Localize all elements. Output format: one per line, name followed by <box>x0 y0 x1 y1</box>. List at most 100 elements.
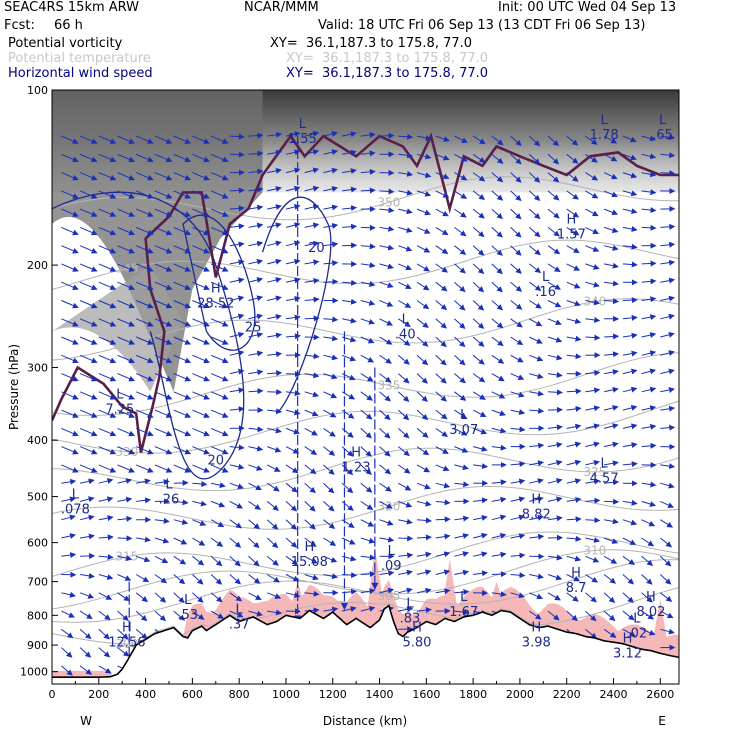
wind-vector <box>61 464 79 473</box>
wind-vector <box>472 281 485 293</box>
y-tick-label: 200 <box>27 259 48 272</box>
wind-vector <box>360 409 373 420</box>
wind-vector <box>154 336 173 345</box>
wind-vector <box>323 606 339 613</box>
wind-vector <box>173 226 192 236</box>
wind-vector <box>248 369 264 376</box>
wind-vector <box>117 478 133 484</box>
wind-vector <box>585 387 601 394</box>
wind-vector <box>229 259 245 266</box>
wind-vector <box>154 263 173 272</box>
wind-vector <box>98 172 117 181</box>
wind-vector <box>398 189 413 196</box>
wind-vector <box>566 405 582 412</box>
wind-vector <box>491 551 507 558</box>
wind-vector <box>566 263 581 271</box>
y-tick-label: 800 <box>27 609 48 622</box>
wind-vector <box>416 281 430 291</box>
wind-vector <box>603 405 619 411</box>
wind-vector <box>304 427 318 436</box>
wind-vector <box>604 333 620 340</box>
wind-vector <box>379 482 392 492</box>
wind-vector <box>61 610 75 618</box>
wind-vector <box>435 551 451 558</box>
wind-vector <box>360 571 376 578</box>
x-tick-label: 2400 <box>599 688 627 701</box>
wind-vector <box>173 135 192 144</box>
extremum-value: .37 <box>229 618 250 633</box>
wind-vector <box>173 610 186 621</box>
wind-vector <box>117 555 133 562</box>
extremum-value: .078 <box>61 502 90 517</box>
wind-vector <box>528 245 541 256</box>
wind-vector <box>79 354 98 364</box>
wind-vector <box>79 478 95 485</box>
wind-vector <box>510 208 522 220</box>
wind-vector <box>136 464 154 473</box>
extremum-marker-low: L <box>460 408 468 423</box>
wind-vector <box>304 482 316 494</box>
wind-vector <box>379 587 395 594</box>
theta-contour-label-350: 350 <box>377 195 400 209</box>
wind-vector <box>566 281 581 289</box>
wind-vector <box>117 172 136 181</box>
x-end-label-west: W <box>80 714 92 728</box>
wind-vector <box>210 263 229 272</box>
wind-vector <box>416 500 432 507</box>
wind-vector <box>360 243 376 250</box>
wind-vector <box>641 574 653 585</box>
wind-vector <box>61 354 79 364</box>
wind-vector <box>435 190 450 198</box>
wind-vector <box>79 336 98 345</box>
theta-contour-label-335: 335 <box>377 379 400 393</box>
wind-vector <box>585 555 600 563</box>
wind-vector <box>173 479 189 486</box>
wind-vector <box>98 354 117 364</box>
wind-vector <box>566 388 582 395</box>
wind-vector <box>435 263 448 273</box>
wind-vector <box>323 204 339 211</box>
wind-vector <box>304 277 320 284</box>
wind-vector <box>379 300 394 307</box>
wind-vector <box>173 318 192 327</box>
wind-vector <box>117 336 136 345</box>
wind-vector <box>173 519 189 525</box>
wind-vector <box>267 222 282 229</box>
wind-vector <box>491 354 505 364</box>
wind-vector <box>360 537 376 544</box>
wind-vector <box>472 208 485 219</box>
wind-vector <box>641 207 657 213</box>
wind-vector <box>547 441 563 448</box>
wind-vector <box>192 592 204 603</box>
wind-vector <box>136 153 154 163</box>
wind-vector <box>304 372 320 379</box>
wind-vector <box>416 300 430 310</box>
wind-vector <box>660 259 676 266</box>
extremum-value: 1.55 <box>288 132 317 147</box>
wind-vector <box>472 354 485 365</box>
wind-vector <box>472 427 488 435</box>
wind-vector <box>267 204 282 211</box>
wind-vector <box>529 373 544 379</box>
organization-label: NCAR/MMM <box>244 0 319 15</box>
wind-vector <box>248 277 264 283</box>
wind-vector <box>398 318 411 327</box>
wind-vector <box>491 300 504 311</box>
wind-vector <box>585 517 601 524</box>
wind-vector <box>248 445 264 452</box>
wind-vector <box>323 409 337 418</box>
wind-vector <box>360 482 373 493</box>
wind-vector <box>379 500 393 509</box>
field-name-wind: Horizontal wind speed <box>8 66 153 81</box>
wind-vector <box>585 610 597 622</box>
x-tick-label: 0 <box>49 688 56 701</box>
wind-vector <box>398 606 413 613</box>
wind-vector <box>472 514 488 521</box>
wind-vector <box>641 224 657 231</box>
wind-vector <box>660 241 676 248</box>
wind-vector <box>416 226 431 234</box>
wind-vector <box>435 464 450 472</box>
extremum-value: .16 <box>535 285 556 300</box>
wind-vector <box>210 574 223 585</box>
wind-vector <box>117 496 133 503</box>
